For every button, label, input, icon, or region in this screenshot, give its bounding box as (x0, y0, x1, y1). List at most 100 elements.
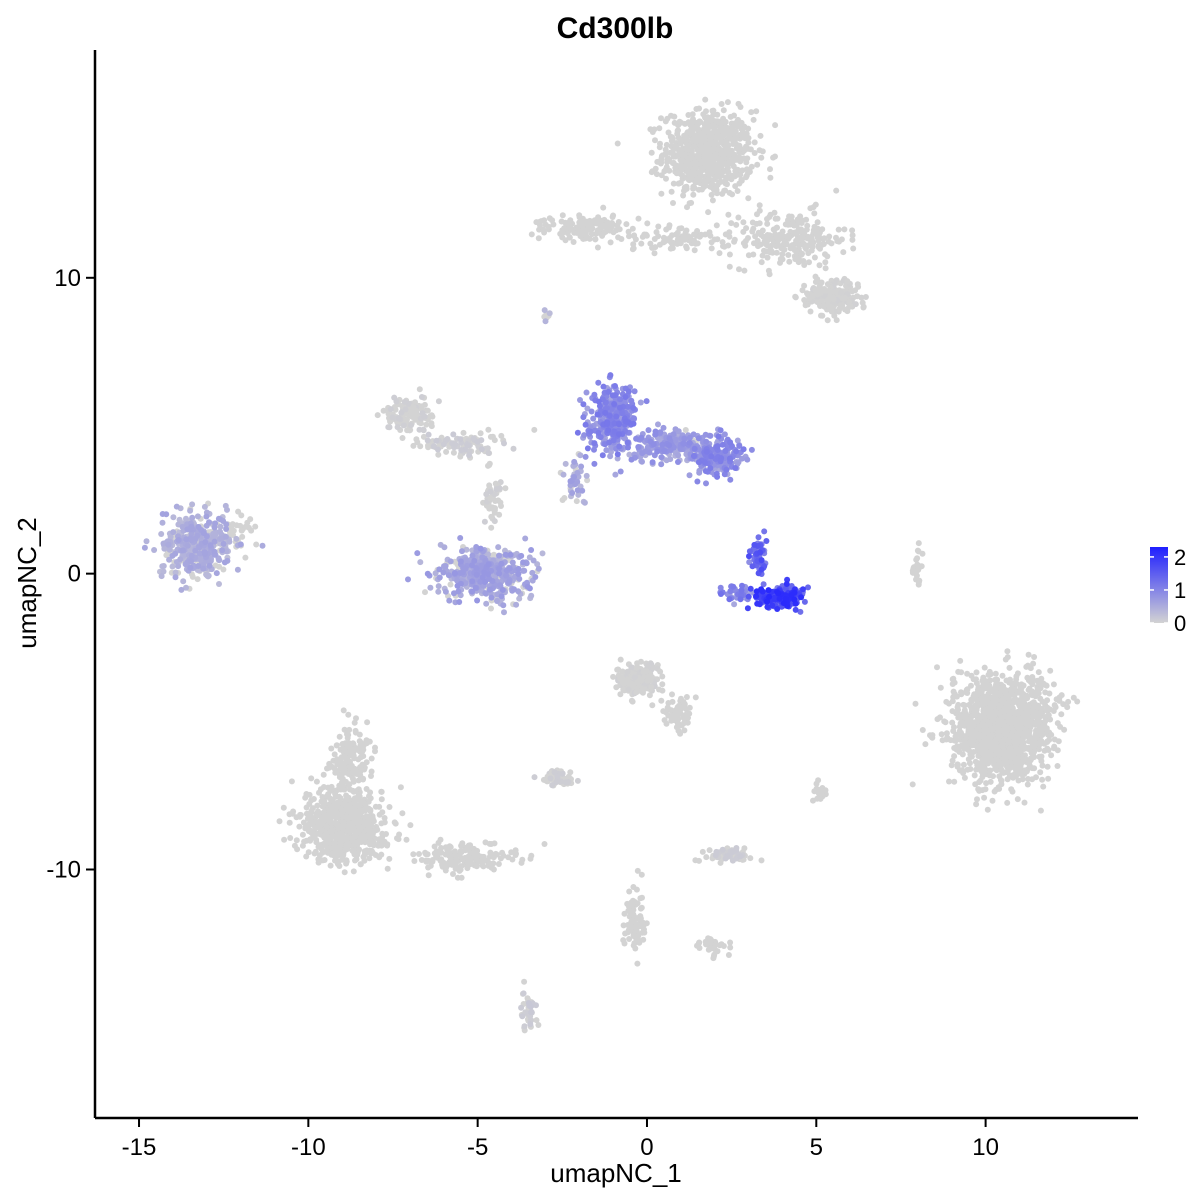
cell-point (328, 745, 335, 752)
cell-point (383, 831, 389, 837)
cell-point (685, 233, 692, 240)
cell-point (363, 813, 370, 820)
cell-point (668, 188, 675, 195)
cell-point (792, 293, 799, 300)
cell-point (1064, 704, 1071, 711)
cell-point (649, 702, 656, 709)
cell-point (368, 768, 375, 775)
cell-point (1046, 690, 1053, 697)
cell-point (819, 226, 826, 233)
cell-point (702, 96, 709, 103)
cell-point (745, 139, 752, 146)
cell-point (440, 441, 447, 448)
cell-point (367, 841, 373, 848)
cell-point (357, 775, 364, 782)
cell-point (1016, 709, 1023, 716)
cell-point (701, 121, 708, 128)
cell-point (644, 220, 651, 227)
cell-point (518, 1004, 525, 1011)
cell-point (464, 442, 471, 449)
cell-point (1037, 807, 1044, 814)
cell-point (806, 259, 812, 266)
cell-point (971, 719, 978, 726)
cell-point (1000, 759, 1007, 766)
cell-point (682, 711, 689, 718)
cell-point (707, 232, 714, 239)
cell-point (349, 787, 356, 794)
cell-point (615, 219, 622, 225)
cell-point (669, 136, 676, 143)
cell-point (336, 733, 343, 740)
cell-point (709, 116, 716, 123)
cell-point (801, 282, 808, 289)
cell-point (1015, 777, 1022, 784)
cell-point (817, 303, 824, 309)
cell-point (695, 153, 702, 160)
cell-point (338, 771, 345, 778)
cell-point (811, 788, 818, 795)
cell-point (812, 287, 819, 294)
cell-point (408, 422, 414, 429)
cell-point (648, 684, 655, 691)
cell-point (567, 769, 574, 776)
cell-point (668, 707, 675, 714)
cell-point (684, 167, 691, 174)
cell-point (1018, 760, 1025, 767)
cell-point (337, 765, 344, 772)
cell-point (974, 762, 981, 769)
cell-point (770, 226, 777, 233)
cell-point (1065, 698, 1072, 705)
cell-point (449, 440, 456, 447)
cell-point (673, 143, 680, 150)
cell-point (450, 431, 457, 438)
cell-point (541, 841, 548, 847)
cell-point (985, 671, 992, 678)
cell-point (773, 249, 780, 256)
cell-point (690, 191, 697, 198)
cell-point (658, 115, 664, 122)
cell-point (743, 172, 750, 179)
cell-point (703, 854, 710, 861)
cell-point (752, 233, 759, 240)
cell-point (531, 774, 538, 781)
cell-point (751, 139, 758, 146)
cell-point (844, 278, 851, 285)
cell-point (807, 308, 814, 315)
cell-point (633, 664, 640, 671)
cell-point (367, 823, 374, 830)
cell-point (705, 209, 712, 216)
cell-point (400, 422, 407, 429)
cell-point (968, 753, 975, 760)
cell-point (655, 233, 662, 240)
cell-point (527, 1003, 534, 1010)
cell-point (510, 445, 517, 452)
cell-point (791, 229, 798, 236)
cell-point (968, 682, 974, 689)
cell-point (662, 146, 669, 153)
cell-point (656, 686, 662, 693)
cell-point (361, 819, 368, 826)
cell-point (680, 152, 687, 159)
cell-point (372, 803, 379, 810)
cell-point (738, 176, 745, 183)
cell-point (640, 936, 647, 943)
cell-point (350, 740, 356, 747)
cell-point (574, 777, 581, 784)
cell-point (822, 265, 829, 272)
cell-point (744, 155, 751, 162)
cell-point (958, 669, 965, 676)
cell-point (466, 452, 473, 459)
cell-point (657, 140, 663, 147)
cell-point (726, 263, 733, 270)
cell-point (726, 160, 733, 167)
cell-point (679, 172, 686, 179)
cell-point (759, 252, 766, 259)
cell-point (374, 412, 381, 419)
cell-point (708, 160, 715, 167)
cell-point (334, 846, 341, 853)
cell-point (938, 731, 945, 738)
cell-point (748, 163, 755, 170)
cell-point (1035, 731, 1041, 738)
cell-point (308, 808, 315, 814)
cell-point (1044, 763, 1051, 770)
